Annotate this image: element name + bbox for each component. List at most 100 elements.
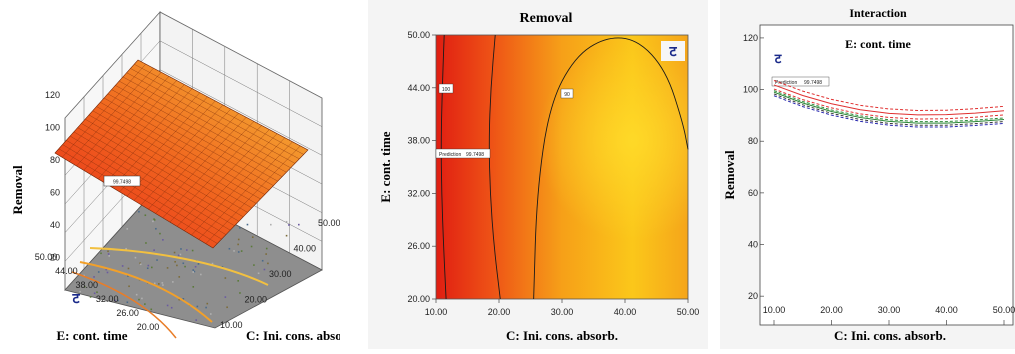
x-tick-label: 20.00 <box>488 307 511 317</box>
floor-speckle-dot <box>108 255 111 257</box>
svg-text:90: 90 <box>564 92 570 98</box>
y-tick-label: 60 <box>748 188 758 198</box>
wall-grid-line <box>159 69 323 156</box>
floor-speckle-dot <box>161 282 164 284</box>
floor-speckle-dot <box>209 313 212 315</box>
floor-speckle-dot <box>240 250 243 252</box>
floor-speckle-dot <box>184 265 186 268</box>
floor-speckle-dot <box>166 267 169 269</box>
floor-speckle-dot <box>121 265 124 267</box>
z-tick-label: 40 <box>50 220 60 230</box>
interaction-plot: Interaction E: cont. time ट Prediction 9… <box>720 0 1015 349</box>
surface-mesh-line <box>176 129 270 227</box>
prediction-label: Prediction <box>439 152 461 158</box>
x-tick-label: 10.00 <box>763 305 786 315</box>
floor-speckle-dot <box>233 250 235 252</box>
floor-speckle-dot <box>288 224 290 226</box>
interaction-plot-panel: Interaction E: cont. time ट Prediction 9… <box>720 0 1015 349</box>
floor-speckle-dot <box>89 296 92 298</box>
contour-title: Removal <box>520 11 573 26</box>
floor-speckle-dot <box>267 262 269 265</box>
floor-speckle-dot <box>197 263 200 265</box>
x-tick-label: 50.00 <box>677 307 700 317</box>
surface-mesh-line <box>81 123 244 218</box>
interaction-series-line-7 <box>773 95 1005 128</box>
prediction-flag: 99.7498 <box>103 175 141 187</box>
floor-speckle-dot <box>166 304 169 307</box>
contour-corner-symbol: ट <box>668 45 677 60</box>
floor-speckle-dot <box>237 251 240 253</box>
surface-mesh-line <box>73 131 235 226</box>
floor-speckle-dot <box>250 245 253 248</box>
floor-speckle-dot <box>158 283 160 285</box>
z-tick-label: 60 <box>50 188 60 198</box>
interaction-y-label: Removal <box>722 150 737 199</box>
floor-speckle-dot <box>196 305 199 308</box>
contour-line-95 <box>488 34 501 300</box>
interaction-series-line-1 <box>773 80 1005 111</box>
floor-speckle-dot <box>263 268 266 271</box>
contour-legend-box <box>661 41 685 61</box>
floor-speckle-dot <box>257 272 260 275</box>
floor-speckle-dot <box>180 248 182 250</box>
floor-speckle-dot <box>239 292 241 294</box>
floor-speckle-dot <box>191 249 194 252</box>
floor-speckle-dot <box>237 243 239 246</box>
floor-speckle-dot <box>192 286 195 288</box>
contour-prediction-flag: Prediction 99.7498 <box>435 148 491 159</box>
z-tick-label: 120 <box>45 90 60 100</box>
floor-speckle-dot <box>195 319 198 321</box>
floor-speckle-dot <box>114 299 116 302</box>
x-tick-label: 50.00 <box>318 218 340 228</box>
x-tick-label: 50.00 <box>993 305 1015 315</box>
floor-speckle-dot <box>151 266 153 269</box>
floor-speckle-dot <box>144 214 147 217</box>
surface-mesh-line <box>162 121 255 218</box>
floor-speckle-dot <box>156 259 158 261</box>
surface-mesh-line <box>62 144 222 240</box>
floor-contour-2 <box>89 247 269 286</box>
contour-label-100: 100 <box>438 83 454 94</box>
floor-speckle-dot <box>117 299 119 302</box>
surface-mesh-line <box>77 127 240 222</box>
surface-mesh-line <box>212 149 309 249</box>
floor-speckle-dot <box>153 249 155 251</box>
surface-mesh <box>54 59 309 249</box>
contour-plot-panel: Removal 10.00 20.00 30.00 40.00 50.00 50.00 44… <box>368 0 708 349</box>
svg-text:100: 100 <box>442 87 451 93</box>
surface-mesh-line <box>85 118 248 213</box>
surface-ticks: 1201008060402050.0044.0038.0032.0026.002… <box>35 90 341 332</box>
floor-speckle-dot <box>139 263 142 266</box>
floor-speckle-dot <box>174 260 176 263</box>
contour-fill-glow <box>436 35 688 299</box>
floor-speckle-dot <box>153 282 156 285</box>
floor-speckle-dot <box>182 298 185 300</box>
floor-speckle-dot <box>285 234 288 237</box>
contour-line-100 <box>440 34 447 300</box>
prediction-value: 99.7498 <box>466 152 484 158</box>
floor-speckle-dot <box>159 232 161 235</box>
y-tick-label: 26.00 <box>407 241 430 251</box>
floor-speckle-dot <box>265 247 268 250</box>
y-tick-label: 50.00 <box>407 30 430 40</box>
floor-speckle-dot <box>138 298 140 301</box>
y-tick-label: 20 <box>748 291 758 301</box>
contour-lines <box>440 34 689 300</box>
floor-speckle-dot <box>193 270 196 273</box>
floor-speckle-dot <box>228 247 231 250</box>
floor-speckle-dot <box>127 267 130 270</box>
floor-speckle-dot <box>162 239 164 241</box>
contour-line-90 <box>533 37 689 300</box>
interaction-series-line-2 <box>773 84 1005 116</box>
floor-speckle-dot <box>100 252 102 255</box>
wall-grid-line <box>64 11 161 119</box>
surface-mesh-line <box>58 148 218 244</box>
surface-mesh-line <box>198 141 293 240</box>
y-tick-label: 100 <box>743 85 758 95</box>
floor-speckle-dot <box>152 220 154 223</box>
y-tick-label: 44.00 <box>55 266 78 276</box>
surface-mesh-line <box>92 110 257 204</box>
surface-mesh-line <box>54 152 214 249</box>
floor-speckle-dot <box>285 220 288 223</box>
interaction-series-line-4 <box>773 90 1005 123</box>
